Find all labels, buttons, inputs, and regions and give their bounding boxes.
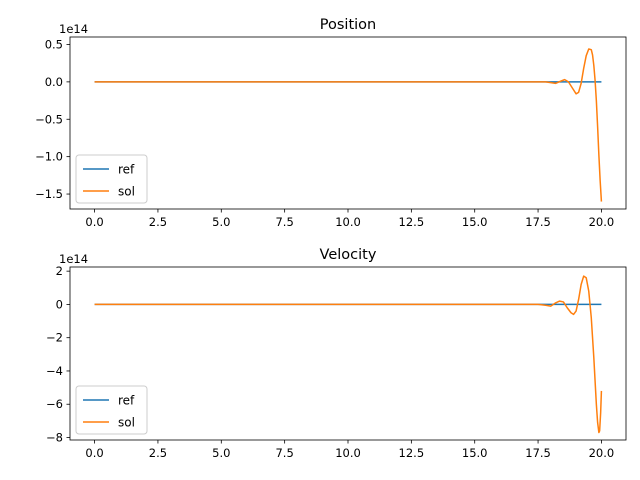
y-offset-text: 1e14	[59, 252, 88, 266]
legend-label-sol: sol	[118, 416, 135, 430]
x-tick-label: 7.5	[275, 446, 293, 460]
legend-label-ref: ref	[118, 163, 135, 177]
y-tick-label: −6	[46, 397, 63, 411]
x-tick-label: 12.5	[399, 446, 425, 460]
x-tick-label: 7.5	[275, 215, 293, 229]
x-tick-label: 0.0	[85, 215, 103, 229]
chart-title: Position	[320, 17, 376, 33]
x-tick-label: 10.0	[335, 446, 361, 460]
legend-label-ref: ref	[118, 394, 135, 408]
x-tick-label: 17.5	[525, 215, 551, 229]
y-tick-label: −4	[46, 364, 63, 378]
y-tick-label: −1.0	[35, 150, 63, 164]
x-tick-label: 20.0	[589, 215, 615, 229]
legend-label-sol: sol	[118, 185, 135, 199]
x-tick-label: 2.5	[149, 446, 167, 460]
x-tick-label: 10.0	[335, 215, 361, 229]
x-tick-label: 5.0	[212, 215, 230, 229]
y-tick-label: 2	[56, 264, 63, 278]
legend: ref sol	[75, 385, 148, 435]
y-tick-label: −0.5	[35, 112, 63, 126]
x-tick-label: 2.5	[149, 215, 167, 229]
y-tick-label: 0.5	[45, 37, 63, 51]
legend-box	[75, 385, 148, 435]
x-tick-label: 5.0	[212, 446, 230, 460]
chart-0: 0.0 2.5 5.0 7.5 10.0 12.5 15.0 17.5 20.0 0.5 0.0 −0…	[35, 17, 627, 229]
series-line-sol	[94, 275, 603, 434]
y-offset-text: 1e14	[59, 22, 88, 36]
y-tick-label: −8	[46, 431, 63, 445]
axes-frame	[69, 266, 627, 441]
legend: ref sol	[75, 154, 148, 204]
axes-frame	[69, 36, 627, 210]
y-tick-label: −2	[46, 331, 63, 345]
x-tick-label: 0.0	[85, 446, 103, 460]
chart-title: Velocity	[320, 247, 377, 263]
x-tick-label: 15.0	[462, 446, 488, 460]
x-tick-label: 17.5	[525, 446, 551, 460]
legend-box	[75, 154, 148, 204]
y-tick-label: 0.0	[45, 75, 63, 89]
x-tick-label: 15.0	[462, 215, 488, 229]
y-tick-label: −1.5	[35, 187, 63, 201]
x-tick-label: 20.0	[589, 446, 615, 460]
y-tick-label: 0	[56, 297, 63, 311]
series-line-sol	[94, 48, 603, 202]
x-tick-label: 12.5	[399, 215, 425, 229]
chart-1: 0.0 2.5 5.0 7.5 10.0 12.5 15.0 17.5 20.0 2 0 −2 −4 −6…	[46, 247, 627, 460]
